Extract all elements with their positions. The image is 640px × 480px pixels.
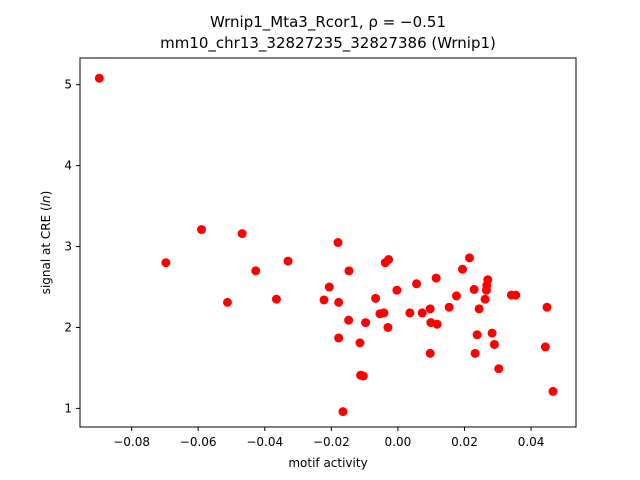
x-tick-label: 0.00 — [385, 435, 412, 449]
data-point-41 — [470, 348, 480, 358]
data-point-48 — [487, 328, 497, 338]
x-tick-label: 0.04 — [518, 435, 545, 449]
data-point-54 — [542, 302, 552, 312]
x-axis-label: motif activity — [288, 456, 367, 470]
data-point-20 — [361, 318, 371, 328]
y-tick-label: 4 — [64, 159, 72, 173]
data-point-19 — [358, 371, 368, 381]
data-point-23 — [379, 308, 389, 318]
data-point-29 — [412, 279, 422, 289]
data-point-11 — [333, 238, 343, 247]
data-point-7 — [271, 294, 281, 304]
data-point-6 — [251, 266, 261, 276]
data-point-13 — [334, 333, 344, 343]
data-point-26 — [383, 322, 393, 332]
data-point-17 — [355, 338, 365, 348]
y-axis-label: signal at CRE (ln) — [39, 191, 53, 295]
data-point-35 — [432, 319, 442, 329]
data-point-52 — [511, 290, 521, 300]
data-point-28 — [405, 308, 415, 318]
y-tick-label: 2 — [64, 320, 72, 334]
data-point-44 — [480, 294, 490, 304]
data-point-47 — [483, 275, 493, 285]
data-point-30 — [417, 308, 427, 318]
data-point-27 — [392, 285, 402, 295]
data-point-21 — [371, 293, 381, 303]
y-tick-label: 1 — [64, 401, 72, 415]
plot-frame — [79, 57, 577, 428]
data-point-49 — [489, 339, 499, 349]
data-point-50 — [494, 364, 504, 374]
data-point-55 — [548, 386, 558, 396]
data-point-16 — [344, 315, 354, 325]
data-point-8 — [283, 256, 293, 266]
chart-title-line-2: mm10_chr13_32827235_32827386 (Wrnip1) — [160, 34, 496, 53]
data-point-31 — [425, 304, 435, 314]
data-point-14 — [338, 407, 348, 417]
data-point-1 — [94, 73, 104, 83]
data-point-5 — [237, 229, 247, 239]
x-tick-label: 0.02 — [451, 435, 478, 449]
data-point-2 — [161, 258, 171, 268]
data-point-15 — [344, 266, 354, 276]
data-point-33 — [425, 348, 435, 358]
data-point-34 — [431, 273, 441, 283]
data-point-36 — [444, 302, 454, 312]
data-point-10 — [324, 282, 334, 292]
y-axis-ticks: 1 2 3 4 5 — [64, 78, 80, 415]
data-point-40 — [469, 284, 479, 294]
chart-title-line-1: Wrnip1_Mta3_Rcor1, ρ = −0.51 — [210, 13, 446, 32]
data-point-3 — [197, 225, 206, 235]
x-tick-label: −0.08 — [113, 435, 150, 449]
data-point-9 — [319, 295, 329, 305]
data-point-37 — [451, 291, 461, 301]
x-tick-label: −0.06 — [180, 435, 217, 449]
data-point-25 — [384, 254, 394, 264]
x-axis-ticks: −0.08 −0.06 −0.04 −0.02 0.00 0.02 0.04 — [113, 427, 544, 449]
x-tick-label: −0.02 — [313, 435, 350, 449]
data-point-12 — [334, 297, 344, 307]
y-tick-label: 5 — [64, 78, 72, 92]
data-point-38 — [457, 264, 467, 274]
data-point-43 — [474, 304, 484, 314]
y-tick-label: 3 — [64, 240, 72, 254]
x-tick-label: −0.04 — [246, 435, 283, 449]
data-point-39 — [464, 253, 474, 263]
data-points — [94, 73, 558, 417]
data-point-53 — [540, 342, 550, 352]
data-point-4 — [222, 297, 232, 307]
data-point-42 — [472, 330, 482, 340]
